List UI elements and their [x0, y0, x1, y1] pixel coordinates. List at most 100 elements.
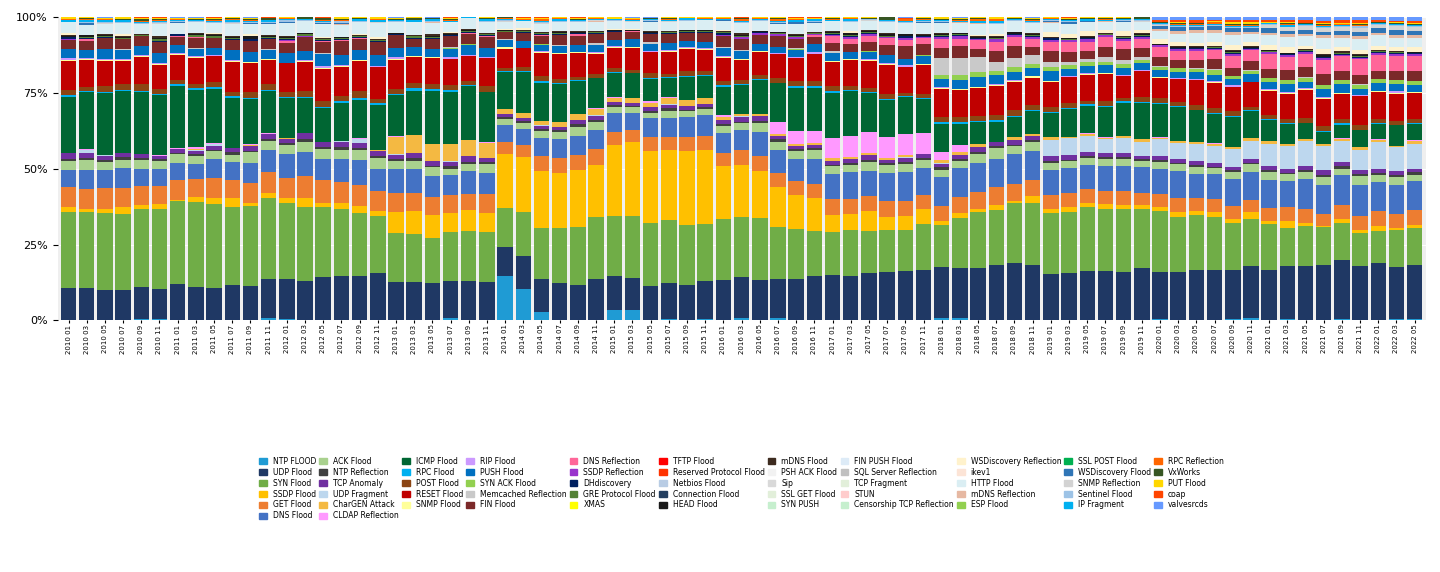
Bar — [444, 49, 458, 57]
Bar — [189, 35, 203, 37]
Bar — [589, 109, 603, 115]
Bar — [625, 19, 641, 21]
Bar — [334, 40, 348, 41]
Bar — [1280, 124, 1295, 144]
Bar — [1371, 79, 1387, 84]
Bar — [60, 58, 76, 60]
Bar — [189, 33, 203, 34]
Bar — [96, 86, 112, 93]
Bar — [1371, 20, 1387, 22]
Bar — [1135, 18, 1149, 19]
Bar — [79, 23, 95, 25]
Bar — [1097, 73, 1113, 74]
Bar — [96, 17, 112, 18]
Bar — [971, 144, 986, 147]
Bar — [1061, 155, 1077, 160]
Bar — [516, 67, 531, 71]
Bar — [1297, 227, 1313, 266]
Bar — [806, 37, 822, 43]
Bar — [1352, 266, 1368, 320]
Bar — [952, 122, 968, 124]
Bar — [534, 126, 549, 129]
Bar — [1243, 200, 1259, 212]
Bar — [861, 17, 877, 18]
Bar — [279, 144, 295, 145]
Bar — [315, 66, 331, 68]
Bar — [570, 80, 586, 81]
Bar — [752, 280, 768, 320]
Bar — [60, 35, 76, 36]
Bar — [1261, 208, 1277, 221]
Bar — [351, 276, 367, 320]
Bar — [1316, 170, 1332, 175]
Bar — [461, 34, 477, 44]
Bar — [115, 37, 131, 38]
Bar — [842, 51, 858, 58]
Bar — [79, 17, 95, 18]
Bar — [534, 18, 549, 19]
Bar — [79, 58, 95, 59]
Bar — [1116, 136, 1132, 138]
Bar — [497, 47, 513, 49]
Bar — [971, 73, 986, 77]
Bar — [1243, 71, 1259, 74]
Bar — [1371, 33, 1387, 35]
Bar — [806, 159, 822, 184]
Bar — [1097, 209, 1113, 271]
Bar — [625, 113, 641, 130]
Bar — [1007, 154, 1022, 184]
Bar — [516, 33, 531, 42]
Bar — [406, 56, 422, 57]
Bar — [1061, 18, 1077, 19]
Bar — [789, 58, 804, 81]
Bar — [880, 272, 894, 320]
Bar — [734, 39, 749, 50]
Bar — [351, 17, 367, 18]
Bar — [1407, 46, 1423, 51]
Bar — [1335, 80, 1349, 84]
Bar — [680, 76, 694, 77]
Bar — [60, 61, 76, 90]
Bar — [642, 22, 658, 31]
Bar — [789, 39, 804, 48]
Bar — [1407, 54, 1423, 56]
Bar — [1116, 153, 1132, 157]
Bar — [1152, 140, 1168, 156]
Bar — [1116, 158, 1132, 166]
Bar — [1171, 141, 1187, 142]
Bar — [716, 21, 732, 30]
Bar — [589, 149, 603, 165]
Bar — [952, 36, 968, 39]
Bar — [1152, 31, 1168, 39]
Bar — [552, 22, 567, 31]
Bar — [1335, 223, 1349, 260]
Bar — [406, 88, 422, 90]
Bar — [1243, 20, 1259, 22]
Bar — [988, 35, 1004, 37]
Bar — [516, 48, 531, 67]
Bar — [1043, 273, 1058, 320]
Bar — [1371, 123, 1387, 124]
Bar — [1152, 46, 1168, 57]
Bar — [189, 148, 203, 149]
Bar — [552, 80, 567, 83]
Bar — [406, 21, 422, 22]
Bar — [935, 35, 949, 36]
Bar — [389, 34, 403, 35]
Bar — [697, 48, 713, 49]
Bar — [697, 31, 713, 32]
Bar — [1225, 54, 1240, 56]
Bar — [444, 213, 458, 232]
Bar — [1352, 84, 1368, 85]
Bar — [1243, 32, 1259, 34]
Bar — [661, 137, 677, 150]
Bar — [261, 24, 276, 35]
Bar — [1297, 26, 1313, 30]
Bar — [806, 130, 822, 143]
Bar — [971, 24, 986, 35]
Bar — [716, 126, 732, 133]
Bar — [115, 160, 131, 168]
Bar — [206, 47, 222, 55]
Bar — [589, 43, 603, 45]
Bar — [770, 187, 786, 227]
